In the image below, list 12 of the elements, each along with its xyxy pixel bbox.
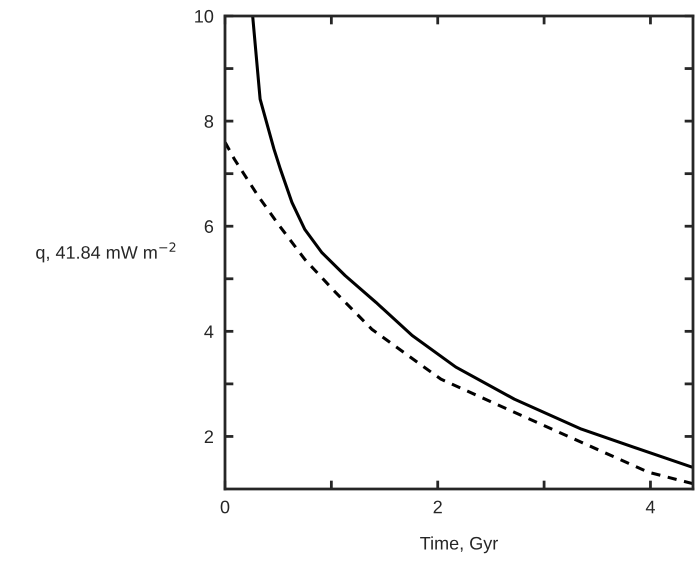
y-tick-label: 4 <box>204 325 214 338</box>
x-tick-label: 2 <box>434 500 442 514</box>
y-tick-label: 6 <box>204 220 214 233</box>
y-tick-label: 8 <box>204 115 214 128</box>
x-axis-title: Time, Gyr <box>420 536 498 554</box>
y-tick-label: 2 <box>204 430 213 443</box>
line-series <box>251 16 693 469</box>
x-tick-label: 0 <box>220 500 230 514</box>
x-tick-label: 4 <box>646 500 655 514</box>
line-series <box>225 140 693 486</box>
y-tick-label: 10 <box>195 10 214 23</box>
y-axis-title: q, 41.84 mW m$^{−2}$ <box>36 242 176 262</box>
